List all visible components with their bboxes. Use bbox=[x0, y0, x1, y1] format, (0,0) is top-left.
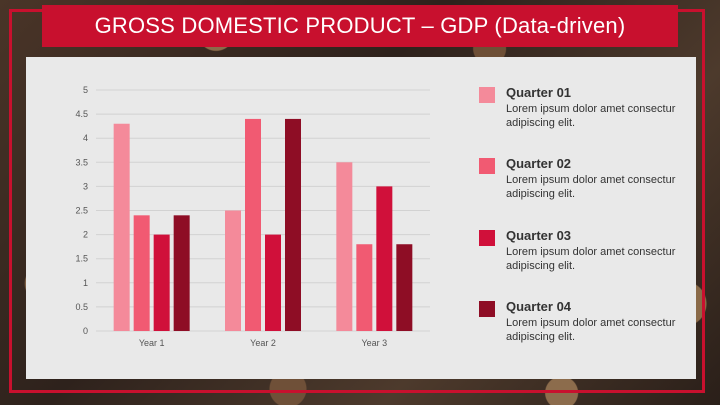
y-tick-label: 0.5 bbox=[75, 302, 88, 312]
bar bbox=[356, 244, 373, 331]
y-tick-label: 2 bbox=[83, 230, 88, 240]
bar-chart: 0 0.5 1 1.5 2 2.5 3 3.5 4 4.5 5 Year 1 Year 2 Year 3 bbox=[75, 85, 430, 348]
title-bar: GROSS DOMESTIC PRODUCT – GDP (Data-drive… bbox=[42, 5, 678, 47]
chart-panel: 0 0.5 1 1.5 2 2.5 3 3.5 4 4.5 5 Year 1 Year 2 Year 3 … bbox=[26, 57, 696, 379]
x-tick-label: Year 1 bbox=[139, 338, 165, 348]
legend-item: Quarter 04 Lorem ipsum dolor amet consec… bbox=[479, 299, 679, 359]
y-tick-label: 5 bbox=[83, 85, 88, 95]
bar bbox=[245, 118, 261, 331]
bar bbox=[265, 234, 281, 331]
y-tick-label: 4.5 bbox=[75, 109, 88, 119]
bar bbox=[133, 215, 150, 331]
bar bbox=[396, 244, 413, 331]
bar bbox=[153, 234, 170, 331]
y-tick-label: 3.5 bbox=[75, 157, 88, 167]
legend-swatch bbox=[479, 158, 495, 174]
y-tick-label: 0 bbox=[83, 326, 88, 336]
bar bbox=[113, 123, 130, 332]
bar bbox=[173, 215, 190, 331]
bar bbox=[376, 186, 393, 331]
legend-swatch bbox=[479, 301, 495, 317]
y-tick-label: 1.5 bbox=[75, 254, 88, 264]
legend-swatch bbox=[479, 230, 495, 246]
x-tick-label: Year 2 bbox=[250, 338, 276, 348]
slide-title: GROSS DOMESTIC PRODUCT – GDP (Data-drive… bbox=[94, 13, 626, 38]
legend-item: Quarter 02 Lorem ipsum dolor amet consec… bbox=[479, 156, 679, 216]
legend-title: Quarter 02 bbox=[506, 156, 572, 171]
legend-desc: Lorem ipsum dolor amet consectur adipisc… bbox=[506, 246, 676, 272]
y-tick-label: 3 bbox=[83, 181, 88, 191]
legend-title: Quarter 01 bbox=[506, 85, 572, 100]
bar bbox=[225, 210, 241, 331]
legend-desc: Lorem ipsum dolor amet consectur adipisc… bbox=[506, 103, 676, 129]
legend-item: Quarter 03 Lorem ipsum dolor amet consec… bbox=[479, 228, 679, 288]
y-tick-label: 2.5 bbox=[75, 206, 88, 216]
bar bbox=[336, 162, 353, 331]
legend-desc: Lorem ipsum dolor amet consectur adipisc… bbox=[506, 317, 676, 343]
legend-item: Quarter 01 Lorem ipsum dolor amet consec… bbox=[479, 85, 679, 145]
legend-title: Quarter 03 bbox=[506, 228, 572, 243]
legend-swatch bbox=[479, 87, 495, 103]
bar bbox=[285, 118, 301, 331]
legend-title: Quarter 04 bbox=[506, 299, 572, 314]
y-tick-label: 4 bbox=[83, 133, 88, 143]
legend-desc: Lorem ipsum dolor amet consectur adipisc… bbox=[506, 174, 676, 200]
x-tick-label: Year 3 bbox=[361, 338, 387, 348]
y-tick-label: 1 bbox=[83, 278, 88, 288]
